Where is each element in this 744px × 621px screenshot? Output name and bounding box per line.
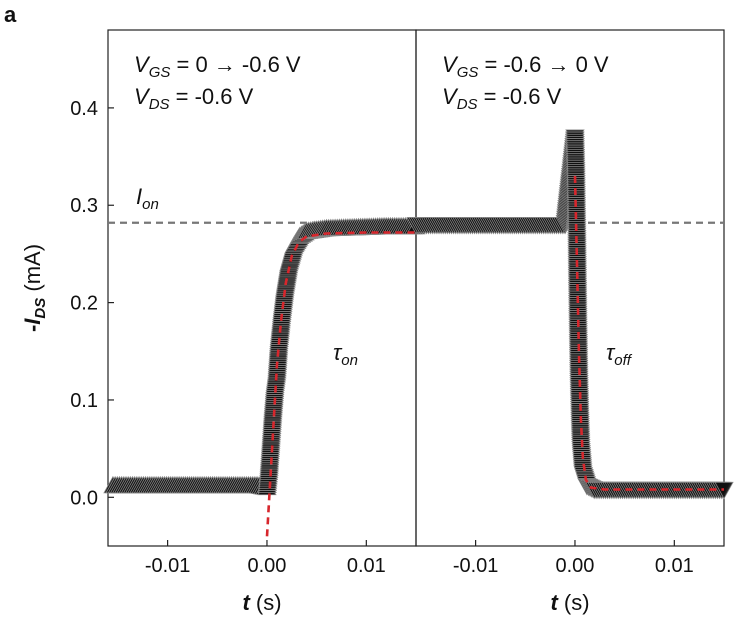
- vgs-annotation-on: VGS = 0 → -0.6 V: [134, 52, 301, 81]
- vgs-annotation-off: VGS = -0.6 → 0 V: [442, 52, 609, 81]
- y-tick-label: 0.4: [70, 98, 98, 120]
- data-series: [103, 129, 734, 500]
- x-tick-label: 0.01: [347, 555, 386, 577]
- y-tick-label: 0.2: [70, 293, 98, 315]
- fit-curves: [265, 175, 724, 537]
- fit-curve-off: [573, 175, 724, 491]
- y-tick-label: 0.0: [70, 487, 98, 509]
- x-tick-label: -0.01: [453, 555, 499, 577]
- tau-label-on: τon: [333, 340, 358, 369]
- panel-frame-off: [415, 29, 725, 547]
- y-tick-label: 0.3: [70, 195, 98, 217]
- y-axis-label: -IDS (mA): [20, 244, 49, 332]
- annotations: VGS = 0 → -0.6 V VDS = -0.6 V τon VGS = -0.…: [20, 52, 633, 615]
- fit-curve-on: [265, 231, 416, 537]
- y-tick-label: 0.1: [70, 390, 98, 412]
- plot-frame: [107, 29, 725, 547]
- vds-annotation-on: VDS = -0.6 V: [134, 84, 254, 113]
- series-off: [406, 129, 734, 500]
- panel-letter: a: [4, 2, 17, 27]
- ion-label: Ion: [136, 184, 159, 213]
- x-axis-label: t (s): [242, 590, 281, 615]
- x-axis-label: t (s): [550, 590, 589, 615]
- x-tick-label: -0.01: [145, 555, 191, 577]
- x-tick-label: 0.00: [247, 555, 286, 577]
- x-tick-label: 0.01: [655, 555, 694, 577]
- x-tick-label: 0.00: [555, 555, 594, 577]
- series-on: [103, 216, 426, 496]
- axis-ticks: 0.0 0.1 0.2 0.3 0.4 -0.01 0.00 0.01 -0.01 0.00 0.0…: [70, 98, 694, 577]
- vds-annotation-off: VDS = -0.6 V: [442, 84, 562, 113]
- tau-label-off: τoff: [606, 340, 633, 369]
